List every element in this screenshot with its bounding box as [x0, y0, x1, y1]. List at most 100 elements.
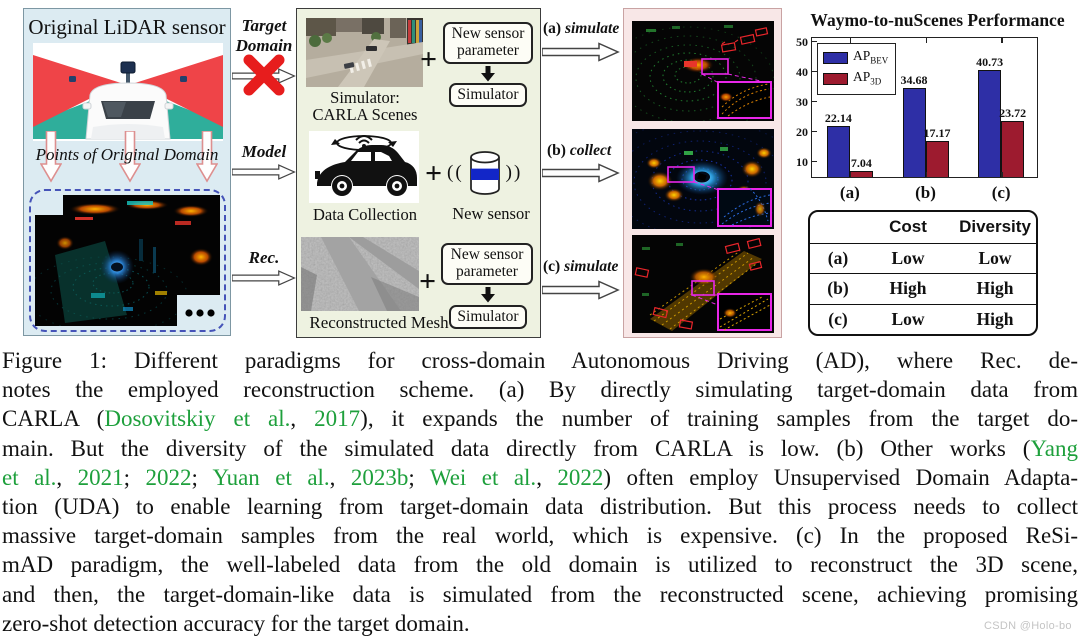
arrow-right-icon	[541, 42, 620, 62]
flow-c-arrow	[541, 280, 620, 305]
caption-text: Figure 1: Different paradigms for cross-…	[2, 348, 1078, 373]
table-row: (c) Low High	[810, 303, 1036, 335]
citation-link[interactable]: Wei et al.	[429, 464, 537, 490]
y-axis-tick-label: 10	[796, 155, 808, 169]
signal-paren-right: ))	[505, 162, 523, 183]
performance-chart: Waymo-to-nuScenes Performance APBEV AP3D…	[795, 8, 1080, 204]
caption-text: mAD paradigm, the well-labeled data from…	[2, 552, 1078, 578]
y-axis-tick-mark	[812, 70, 817, 72]
caption-text: ,	[290, 406, 315, 432]
original-points-dashed-box	[29, 189, 226, 332]
data-collection-car-icon	[309, 131, 419, 203]
caption-line: massive target-domain samples from the r…	[2, 521, 1078, 550]
table-cell: High	[889, 278, 927, 299]
legend-swatch-ap3d	[823, 73, 848, 86]
plus-sign: +	[420, 43, 438, 76]
caption-text: massive target-domain samples from the r…	[2, 523, 1078, 549]
paradigms-panel: Simulator: CARLA Scenes + New sensor par…	[296, 8, 541, 338]
black-down-arrow-icon	[481, 66, 495, 82]
bar-value-label: 34.68	[900, 72, 928, 87]
citation-link[interactable]: 2022	[145, 464, 192, 490]
caption-line: notes the employed reconstruction scheme…	[2, 375, 1078, 404]
x-axis-tick-mark	[1001, 172, 1003, 177]
table-cell: Low	[978, 247, 1012, 268]
black-down-arrow-icon	[481, 287, 495, 303]
bar-(c)-3D	[1001, 120, 1025, 177]
plus-sign: +	[425, 157, 443, 190]
table-cell: High	[976, 278, 1014, 299]
citation-link[interactable]: 2023b	[350, 464, 409, 490]
rec-label: Rec.	[248, 248, 280, 267]
x-axis-tick-mark	[849, 172, 852, 177]
y-axis-tick-mark	[812, 130, 817, 132]
legend-item-ap3d: AP3D	[823, 69, 888, 89]
table-cell: Low	[891, 308, 925, 329]
new-sensor-parameter-box-c: New sensor parameter	[441, 243, 533, 285]
x-axis-tick-label: (a)	[839, 183, 860, 202]
caption-line: Figure 1: Different paradigms for cross-…	[2, 346, 1078, 375]
citation-link[interactable]: 2017	[314, 406, 361, 432]
caption-text: zero-shot detection accuracy for the tar…	[2, 610, 470, 636]
rec-arrow	[231, 268, 296, 293]
caption-text: and then, the target-domain-like data is…	[2, 581, 1078, 607]
x-axis-tick-label: (b)	[915, 183, 936, 202]
chart-title: Waymo-to-nuScenes Performance	[810, 10, 1065, 30]
table-cell: Low	[891, 247, 925, 268]
caption-text: ,	[56, 464, 78, 490]
citation-link[interactable]: et al.	[2, 464, 57, 490]
figure-caption: Figure 1: Different paradigms for cross-…	[2, 346, 1078, 638]
flow-a-arrow	[541, 42, 620, 67]
x-axis-tick-mark	[1001, 38, 1003, 43]
down-arrow-icon	[40, 131, 62, 183]
flow-b-label: (b) collect	[547, 142, 612, 159]
legend-item-apbev: APBEV	[823, 49, 888, 68]
data-collection-caption: Data Collection	[312, 205, 417, 224]
arrow-right-icon	[231, 270, 296, 286]
caption-line: tion (UDA) to enable learning from targe…	[2, 492, 1078, 521]
x-axis-tick-mark	[925, 172, 927, 177]
table-row: (b) High High	[810, 273, 1036, 304]
bar-value-label: 17.17	[923, 125, 951, 140]
bar-(b)-3D	[925, 140, 949, 177]
watermark: CSDN @Holo-bo	[984, 620, 1072, 632]
bar-value-label: 7.04	[850, 155, 872, 170]
bar-value-label: 22.14	[824, 110, 852, 125]
x-axis-tick-mark	[925, 38, 927, 43]
caption-line: main. But the diversity of the simulated…	[2, 434, 1078, 463]
model-label: Model	[241, 142, 287, 161]
target-domain-label: Target Domain	[235, 16, 293, 55]
ego-car-scene-image	[33, 43, 223, 141]
left-panel-title: Original LiDAR sensor	[28, 15, 226, 39]
citation-link[interactable]: Dosovitskiy et al.	[104, 406, 291, 432]
carla-caption-line1: Simulator:	[330, 88, 400, 107]
caption-text: ) often employ Unsupervised Domain Adapt…	[603, 464, 1078, 490]
flow-a-label: (a) simulate	[543, 20, 620, 37]
table-header-row: Cost Diversity	[810, 212, 1036, 243]
citation-link[interactable]: 2022	[557, 464, 604, 490]
y-axis-tick-mark	[812, 100, 817, 102]
bar-(a)-BEV	[826, 125, 850, 177]
caption-text: notes the employed reconstruction scheme…	[2, 377, 1078, 403]
simulator-box-a: Simulator	[449, 83, 527, 107]
bar-plot: APBEV AP3D 10 20 30 40 50 22.14 7.04 (a) 34.68 17…	[796, 35, 1038, 202]
original-lidar-panel: Original LiDAR sensor Points of Original…	[23, 8, 231, 336]
caption-text: main. But the diversity of the simulated…	[2, 435, 1031, 461]
simulated-pointcloud-c-image	[632, 235, 774, 333]
citation-link[interactable]: 2021	[77, 464, 124, 490]
caption-text: ,	[536, 464, 558, 490]
carla-scene-image	[306, 18, 423, 87]
caption-text: ;	[123, 464, 146, 490]
table-header-cell: Cost	[889, 217, 927, 237]
citation-link[interactable]: Yuan et al.	[212, 464, 330, 490]
bar-(c)-BEV	[978, 69, 1002, 177]
legend-swatch-apbev	[823, 52, 848, 65]
citation-link[interactable]: Yang	[1030, 435, 1078, 461]
mesh-caption: Reconstructed Mesh	[309, 313, 449, 332]
bar-(b)-BEV	[902, 87, 926, 177]
reconstructed-mesh-image	[301, 237, 419, 311]
table-cell: (c)	[828, 308, 848, 329]
arrow-right-icon	[541, 163, 620, 183]
caption-text: ;	[408, 464, 430, 490]
new-sensor-label: New sensor	[452, 204, 530, 223]
